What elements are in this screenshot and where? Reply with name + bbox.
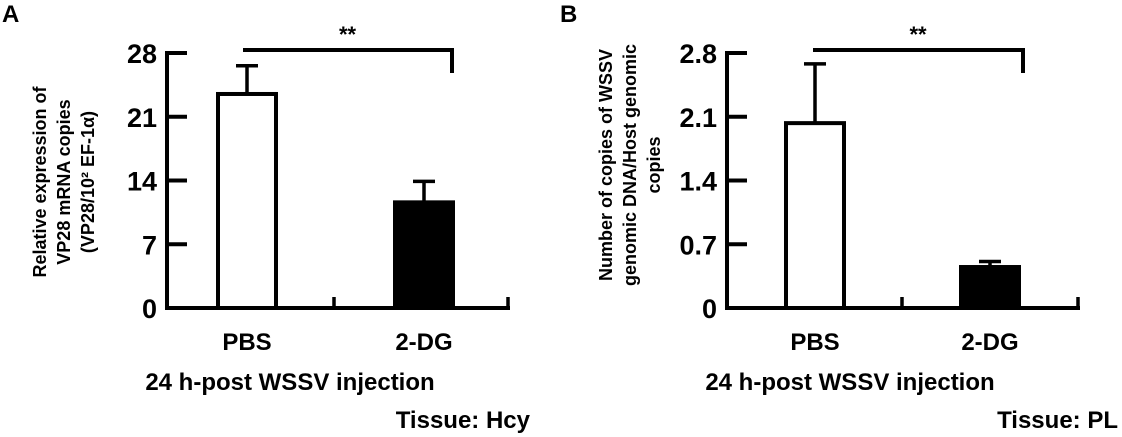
bar-pbs	[784, 121, 846, 310]
y-tick-label: 14	[127, 167, 157, 197]
y-axis-label-line: copies	[644, 136, 664, 193]
tissue-note: Tissue: PL	[997, 407, 1118, 434]
panel-label: B	[560, 1, 577, 28]
x-tick-label: PBS	[222, 329, 271, 356]
x-tick-label: 2-DG	[395, 329, 452, 356]
y-axis-label-line: Relative expression of	[30, 85, 50, 277]
x-axis-label: 24 h-post WSSV injection	[705, 369, 994, 396]
bar-2-dg	[959, 265, 1021, 310]
bar-2-dg	[393, 200, 455, 311]
significance-bracket	[243, 48, 454, 73]
y-axis-label-line: (VP28/10² EF-1α)	[78, 111, 98, 253]
y-tick-label: 7	[142, 230, 157, 260]
y-tick-label: 2.1	[679, 103, 717, 133]
y-axis-label-line: Number of copies of WSSV	[596, 49, 616, 281]
x-axis-label: 24 h-post WSSV injection	[145, 369, 434, 396]
panel-label: A	[2, 1, 19, 28]
y-tick-label: 0	[142, 294, 157, 324]
y-tick-label: 0	[702, 294, 717, 324]
y-tick-label: 0.7	[679, 230, 717, 260]
tissue-note: Tissue: Hcy	[396, 407, 531, 434]
significance-bracket	[813, 48, 1025, 73]
panel-b: B 0 0.7 1.4 2.1 2.8 Number of copies of WSSV ge…	[560, 1, 1118, 434]
y-axis-label-line: VP28 mRNA copies	[54, 99, 74, 264]
y-axis-label-line: genomic DNA/Host genomic	[620, 44, 640, 286]
bar-pbs	[216, 91, 278, 310]
y-tick-label: 21	[127, 103, 157, 133]
y-tick-label: 1.4	[679, 167, 717, 197]
significance-marker: **	[339, 22, 357, 47]
x-tick-label: 2-DG	[961, 329, 1018, 356]
significance-marker: **	[909, 22, 927, 47]
y-tick-label: 2.8	[679, 39, 717, 69]
y-tick-label: 28	[127, 39, 157, 69]
x-tick-label: PBS	[790, 329, 839, 356]
panel-a: A 0 7 14 21 28 Relative expression of VP28 mRNA…	[2, 1, 531, 434]
